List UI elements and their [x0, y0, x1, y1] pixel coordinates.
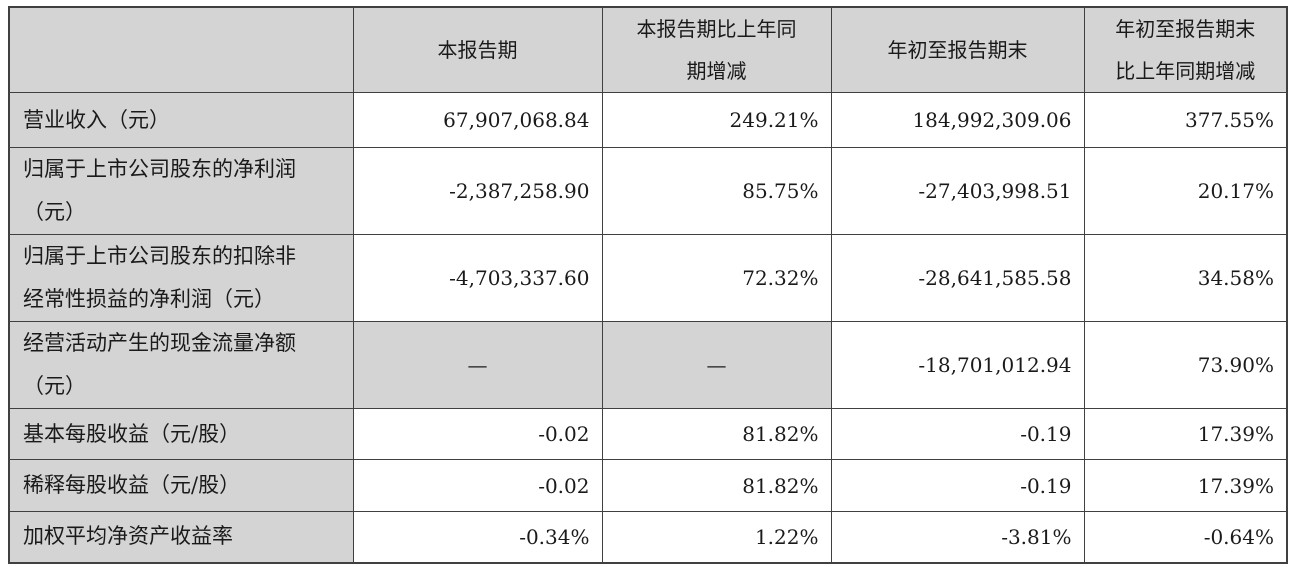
- cell-value: 249.21%: [601, 92, 832, 148]
- cell-value: 377.55%: [1083, 92, 1288, 148]
- column-header: 年初至报告期末: [830, 6, 1085, 93]
- cell-value: 184,992,309.06: [830, 92, 1085, 148]
- cell-value: -3.81%: [830, 511, 1085, 563]
- cell-value: -18,701,012.94: [830, 321, 1085, 409]
- cell-value: -0.34%: [352, 511, 603, 563]
- cell-value: 85.75%: [601, 147, 832, 235]
- cell-value: -0.19: [830, 459, 1085, 512]
- column-header: 年初至报告期末 比上年同期增减: [1083, 6, 1288, 93]
- cell-value: 34.58%: [1083, 234, 1288, 322]
- table-row: 营业收入（元） 67,907,068.84 249.21% 184,992,309.0…: [8, 92, 1288, 148]
- cell-value: 81.82%: [601, 408, 832, 460]
- empty-cell: —: [601, 321, 832, 409]
- header-row: 本报告期 本报告期比上年同 期增减 年初至报告期末 年初至报告期末 比上年同期增减: [8, 6, 1288, 93]
- row-label: 稀释每股收益（元/股）: [8, 459, 354, 512]
- cell-value: -2,387,258.90: [352, 147, 603, 235]
- table-body: 营业收入（元） 67,907,068.84 249.21% 184,992,309.0…: [8, 92, 1288, 563]
- empty-cell: —: [352, 321, 603, 409]
- row-label: 归属于上市公司股东的扣除非 经常性损益的净利润（元）: [8, 234, 354, 322]
- row-label: 营业收入（元）: [8, 92, 354, 148]
- cell-value: -0.02: [352, 408, 603, 460]
- table-row: 加权平均净资产收益率 -0.34% 1.22% -3.81% -0.64%: [8, 511, 1288, 563]
- financial-summary-table: 本报告期 本报告期比上年同 期增减 年初至报告期末 年初至报告期末 比上年同期增减 营…: [8, 6, 1288, 564]
- table-head: 本报告期 本报告期比上年同 期增减 年初至报告期末 年初至报告期末 比上年同期增减: [8, 6, 1288, 93]
- cell-value: -0.19: [830, 408, 1085, 460]
- cell-value: 17.39%: [1083, 408, 1288, 460]
- table-row: 归属于上市公司股东的净利润 （元） -2,387,258.90 85.75% -27,…: [8, 147, 1288, 235]
- cell-value: 67,907,068.84: [352, 92, 603, 148]
- cell-value: -4,703,337.60: [352, 234, 603, 322]
- cell-value: 72.32%: [601, 234, 832, 322]
- cell-value: -27,403,998.51: [830, 147, 1085, 235]
- cell-value: -28,641,585.58: [830, 234, 1085, 322]
- row-label: 基本每股收益（元/股）: [8, 408, 354, 460]
- table-row: 归属于上市公司股东的扣除非 经常性损益的净利润（元） -4,703,337.60 7…: [8, 234, 1288, 322]
- cell-value: 17.39%: [1083, 459, 1288, 512]
- cell-value: 81.82%: [601, 459, 832, 512]
- cell-value: 20.17%: [1083, 147, 1288, 235]
- row-label: 加权平均净资产收益率: [8, 511, 354, 563]
- cell-value: -0.02: [352, 459, 603, 512]
- row-label: 经营活动产生的现金流量净额 （元）: [8, 321, 354, 409]
- table-row: 稀释每股收益（元/股） -0.02 81.82% -0.19 17.39%: [8, 459, 1288, 512]
- table-row: 基本每股收益（元/股） -0.02 81.82% -0.19 17.39%: [8, 408, 1288, 460]
- cell-value: 73.90%: [1083, 321, 1288, 409]
- table-row: 经营活动产生的现金流量净额 （元） — — -18,701,012.94 73.90%: [8, 321, 1288, 409]
- row-label: 归属于上市公司股东的净利润 （元）: [8, 147, 354, 235]
- cell-value: -0.64%: [1083, 511, 1288, 563]
- column-header: 本报告期比上年同 期增减: [601, 6, 832, 93]
- column-header: [8, 6, 354, 93]
- column-header: 本报告期: [352, 6, 603, 93]
- cell-value: 1.22%: [601, 511, 832, 563]
